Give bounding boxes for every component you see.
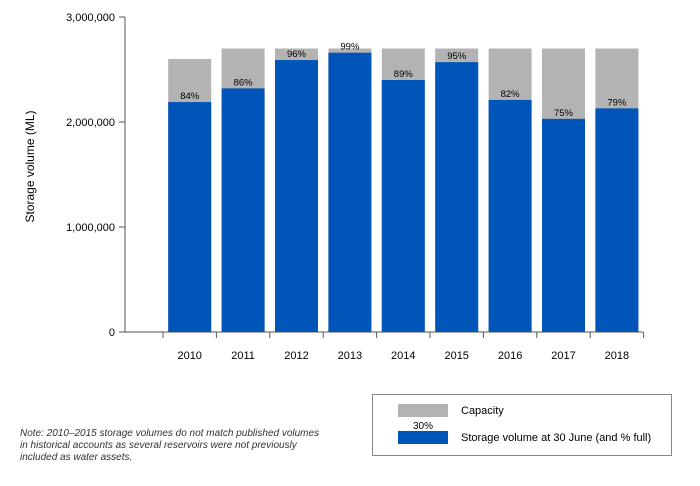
storage-bar-2018 [595,108,639,332]
x-tick-label-2011: 2011 [231,350,255,362]
y-axis: 0 1,000,000 2,000,000 3,000,000 Storage volu… [23,12,126,339]
percent-label-2018: 79% [607,97,627,108]
storage-bar-2012 [275,60,318,333]
percent-label-2015: 95% [447,51,467,62]
percent-label-2013: 99% [340,42,360,53]
storage-bar-2014 [381,80,425,332]
percent-label-2011: 86% [234,77,254,88]
percent-label-2017: 75% [554,108,574,119]
legend-swatch-capacity [398,404,448,417]
storage-bar-2013 [328,52,372,332]
footnote: Note: 2010–2015 storage volumes do not m… [20,428,320,463]
storage-bar-2011 [221,88,265,333]
x-tick-label-2013: 2013 [338,350,362,362]
y-tick-label: 0 [109,327,115,339]
percent-label-2016: 82% [501,89,521,100]
y-tick-label: 2,000,000 [66,117,115,129]
y-axis-title: Storage volume (ML) [23,110,37,222]
x-tick-label-2014: 2014 [391,350,415,362]
legend-label-capacity: Capacity [461,405,504,417]
legend-label-storage: Storage volume at 30 June (and % full) [461,432,651,444]
x-tick-label-2018: 2018 [605,350,629,362]
y-tick-label: 1,000,000 [66,222,115,234]
x-tick-label-2016: 2016 [498,350,522,362]
x-tick-label-2017: 2017 [551,350,575,362]
legend-swatch-storage [398,431,448,444]
x-tick-label-2012: 2012 [284,350,308,362]
y-tick-label: 3,000,000 [66,12,115,24]
legend: Capacity 30% Storage volume at 30 June (an… [372,394,672,456]
x-tick-label-2010: 2010 [177,350,201,362]
bars-group: 84% 86% 96% 99% 89% 95% 82% 75% 79% [168,42,639,333]
storage-bar-2010 [168,102,212,332]
storage-bar-2017 [542,118,585,332]
percent-label-2014: 89% [394,69,414,80]
storage-bar-2015 [435,62,479,333]
x-axis: 2010 2011 2012 2013 2014 2015 2016 2017 2018 [125,331,645,362]
legend-sample-percent: 30% [413,421,433,432]
storage-bar-2016 [488,99,532,332]
x-tick-label-2015: 2015 [444,350,468,362]
percent-label-2012: 96% [287,49,307,60]
percent-label-2010: 84% [180,91,200,102]
